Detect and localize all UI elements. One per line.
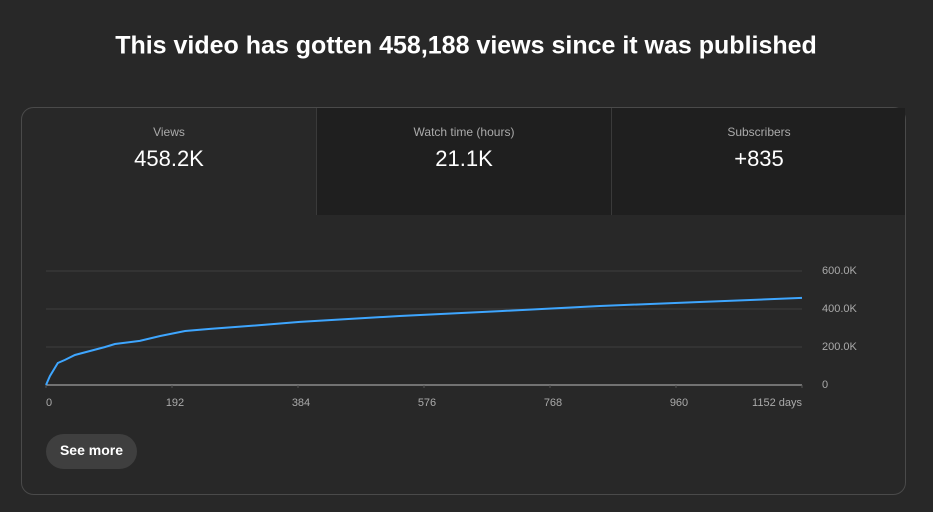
- see-more-button[interactable]: See more: [46, 434, 137, 469]
- button-label[interactable]: See more: [60, 442, 123, 458]
- tab-bg: [612, 108, 905, 215]
- metric-label[interactable]: Views: [153, 125, 185, 139]
- metric-label[interactable]: Subscribers: [727, 125, 790, 139]
- metric-value[interactable]: +835: [734, 146, 784, 171]
- x-tick-label: 1152 days: [752, 397, 802, 409]
- metric-value[interactable]: 21.1K: [435, 146, 493, 171]
- y-tick-label: 400.0K: [822, 303, 858, 315]
- button-bg[interactable]: [46, 434, 137, 469]
- metric-value[interactable]: 458.2K: [134, 146, 204, 171]
- x-tick-label: 192: [166, 397, 184, 409]
- x-tick-label: 768: [544, 397, 562, 409]
- y-tick-label: 200.0K: [822, 341, 858, 353]
- x-tick-label: 960: [670, 397, 688, 409]
- y-tick-label: 600.0K: [822, 265, 858, 277]
- x-tick-label: 0: [46, 397, 52, 409]
- page-title: This video has gotten 458,188 views sinc…: [115, 32, 817, 60]
- y-tick-label: 0: [822, 379, 828, 391]
- x-tick-label: 384: [292, 397, 310, 409]
- series-line: [45, 296, 803, 386]
- metric-label[interactable]: Watch time (hours): [414, 125, 515, 139]
- x-tick-label: 576: [418, 397, 436, 409]
- tab-bg: [317, 108, 611, 215]
